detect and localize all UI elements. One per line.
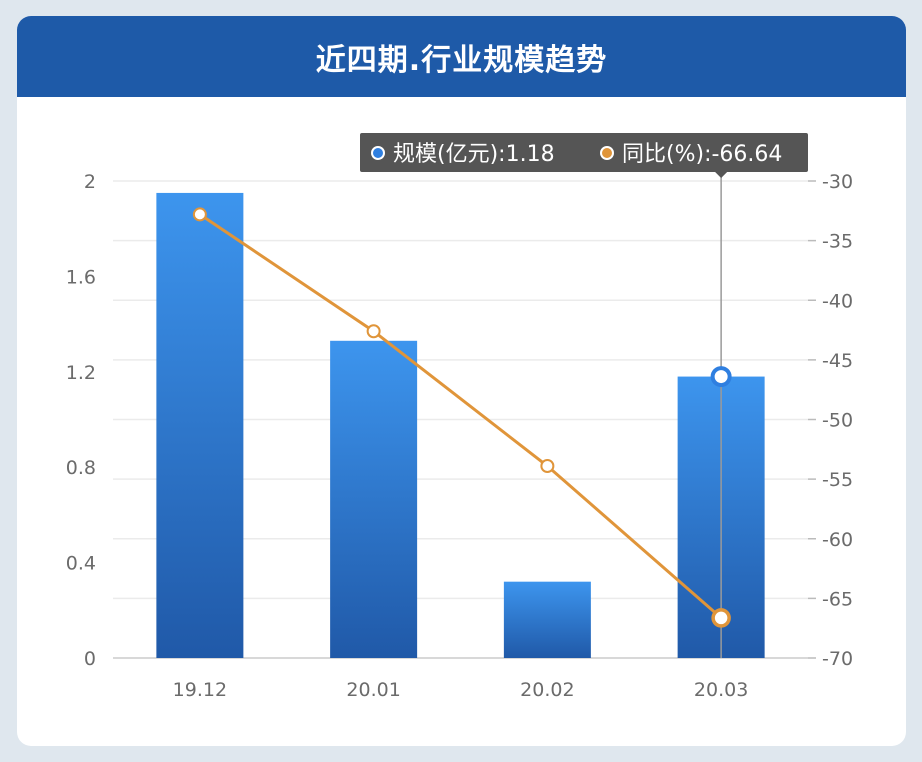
card-header: 近四期.行业规模趋势	[17, 16, 906, 97]
y-right-tick-label: -60	[822, 529, 853, 551]
tooltip: 规模(亿元):1.18 同比(%):-66.64	[360, 133, 808, 178]
line-point-20.03[interactable]	[711, 608, 731, 628]
line-point-19.12[interactable]	[192, 207, 207, 222]
y-right-tick-label: -70	[822, 648, 853, 670]
tooltip-dot	[371, 146, 385, 160]
line-point-20.01[interactable]	[366, 324, 381, 339]
x-tick-label: 20.02	[520, 679, 574, 701]
y-left-tick-label: 0.8	[66, 457, 96, 479]
y-right-tick-label: -30	[822, 171, 853, 193]
chart-title: 近四期.行业规模趋势	[315, 42, 608, 78]
y-left-tick-label: 1.2	[66, 362, 96, 384]
line-point-20.02[interactable]	[540, 459, 555, 474]
y-right-tick-label: -65	[822, 588, 853, 610]
y-right-tick-label: -40	[822, 290, 853, 312]
tooltip-item-label: 规模(亿元):1.18	[393, 142, 555, 167]
x-tick-label: 20.03	[694, 679, 748, 701]
y-left-tick-label: 0.4	[66, 553, 96, 575]
y-right-tick-label: -45	[822, 350, 853, 372]
y-left-tick-label: 1.6	[66, 266, 96, 288]
tooltip-item-label: 同比(%):-66.64	[622, 142, 782, 167]
x-tick-label: 19.12	[173, 679, 227, 701]
y-right-tick-label: -50	[822, 410, 853, 432]
bar-20.01[interactable]	[330, 340, 418, 658]
tooltip-dot	[600, 146, 614, 160]
y-left-tick-label: 0	[84, 648, 96, 670]
tooltip-pointer	[715, 172, 728, 178]
tooltip-box	[360, 133, 808, 172]
bar-20.02[interactable]	[503, 581, 591, 658]
y-right-tick-label: -35	[822, 231, 853, 253]
y-right-tick-label: -55	[822, 469, 853, 491]
x-tick-label: 20.01	[346, 679, 400, 701]
y-left-tick-label: 2	[84, 171, 96, 193]
bar-19.12[interactable]	[156, 192, 244, 659]
bar-highlight-marker	[710, 366, 732, 388]
line-series-yoy	[199, 213, 723, 620]
